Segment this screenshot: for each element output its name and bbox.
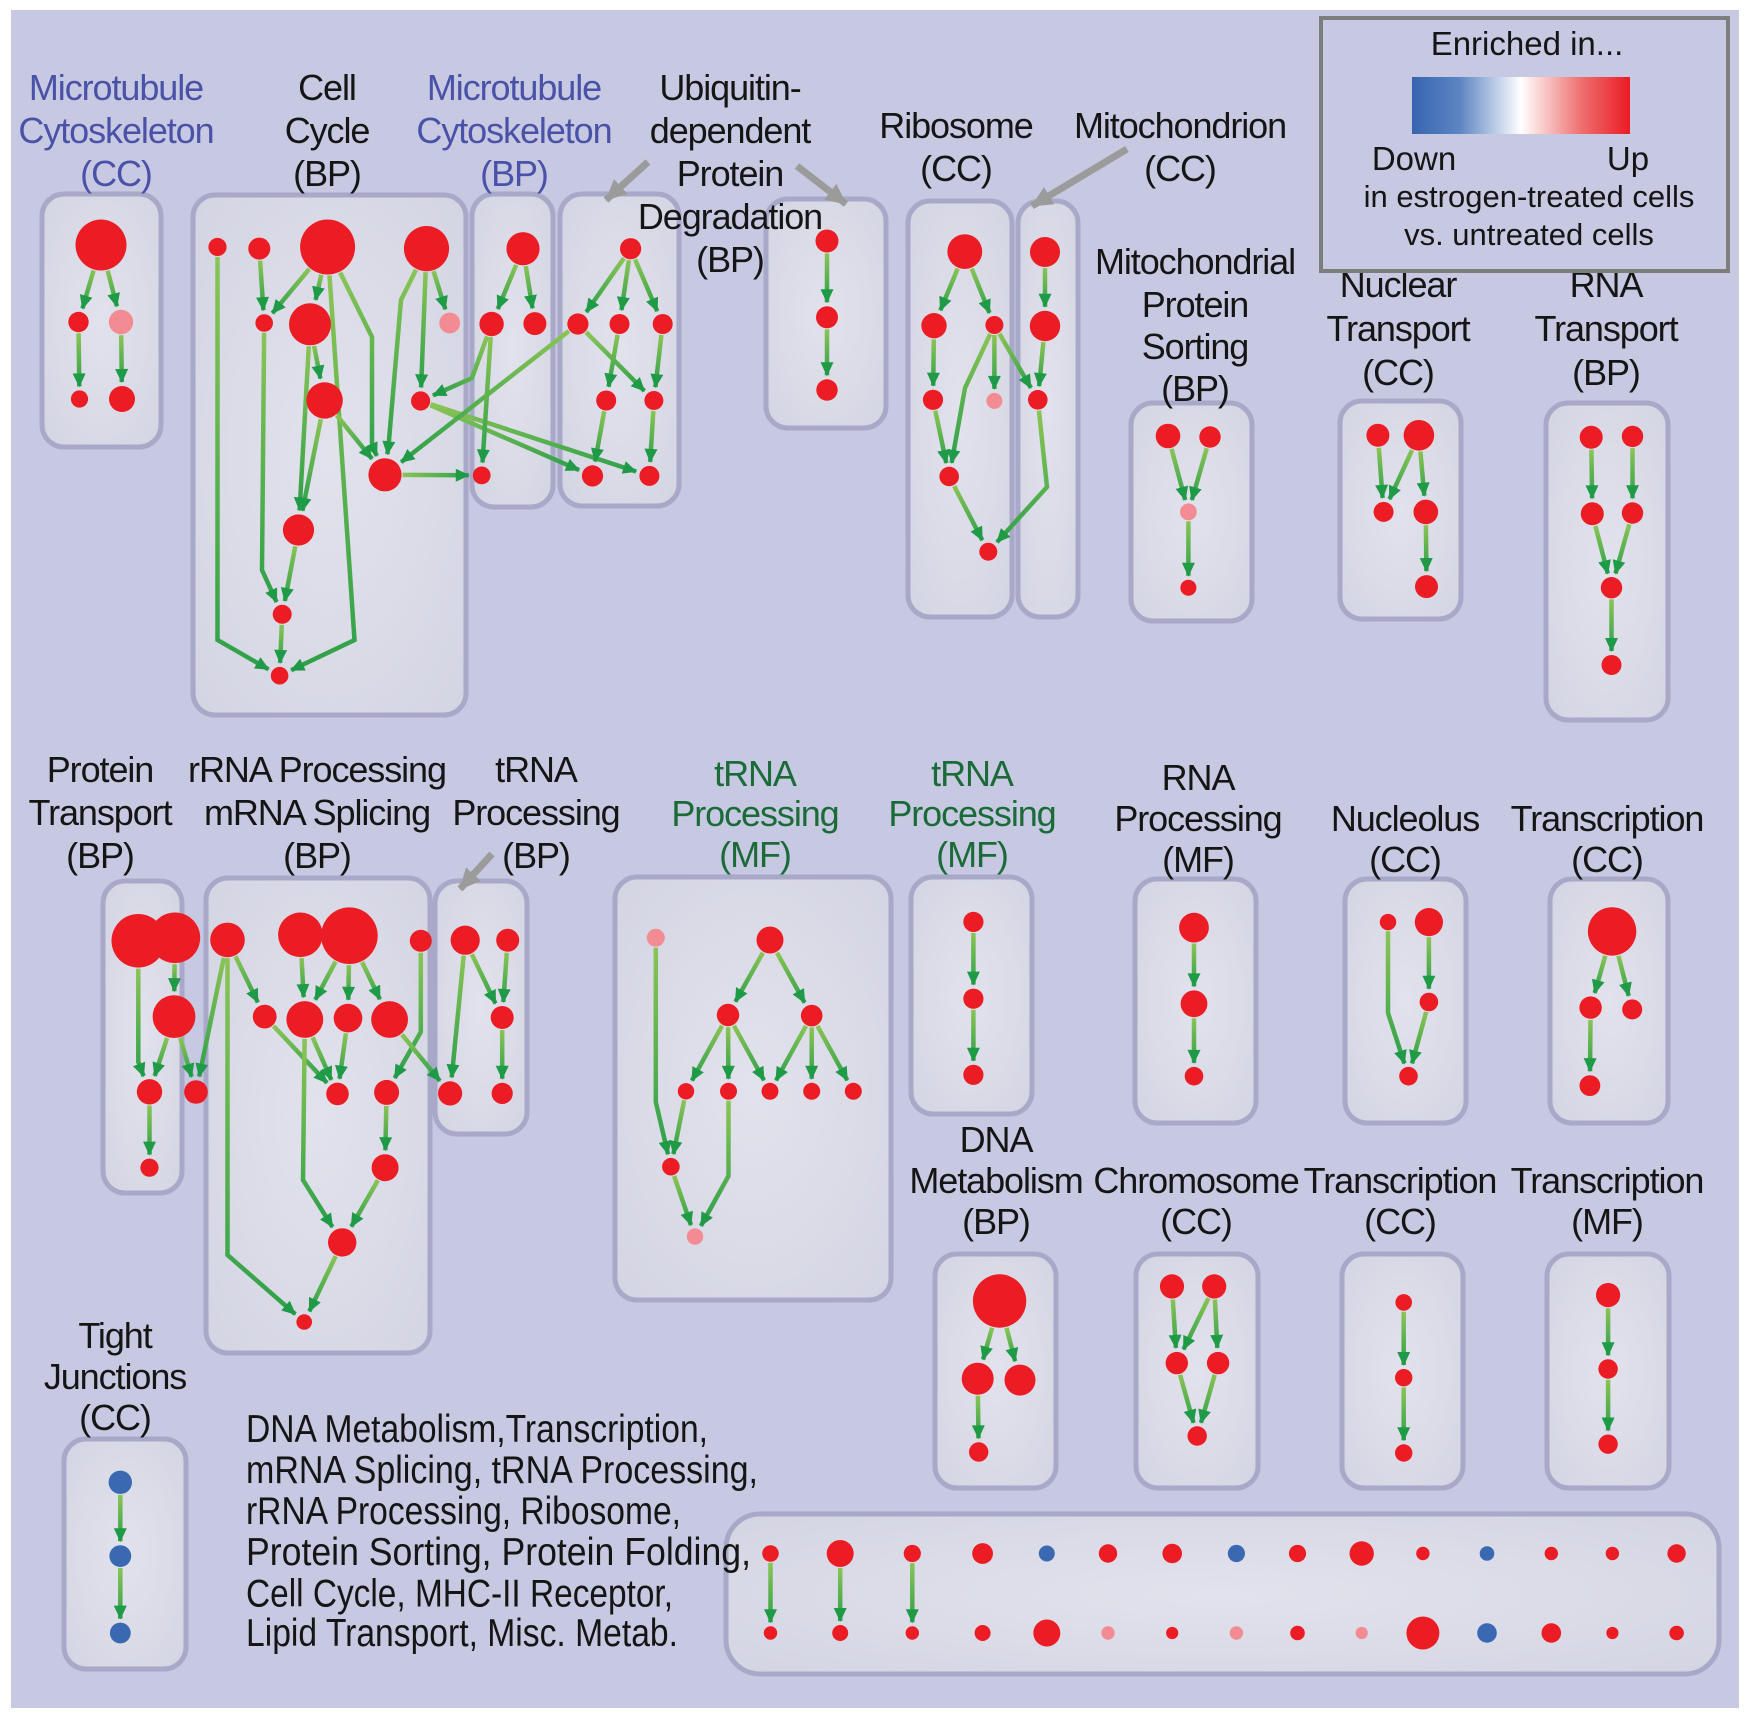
- svg-text:mRNA Splicing: mRNA Splicing: [204, 792, 430, 833]
- svg-text:(MF): (MF): [719, 834, 791, 875]
- svg-text:DNA: DNA: [960, 1119, 1034, 1160]
- svg-text:Up: Up: [1607, 140, 1649, 177]
- svg-text:vs. untreated cells: vs. untreated cells: [1404, 217, 1654, 252]
- svg-text:Transcription: Transcription: [1511, 798, 1704, 839]
- svg-text:Enriched in...: Enriched in...: [1431, 25, 1624, 62]
- svg-text:(BP): (BP): [1572, 352, 1640, 393]
- svg-text:tRNA: tRNA: [714, 753, 797, 794]
- svg-text:Ribosome: Ribosome: [879, 105, 1032, 146]
- svg-text:mRNA Splicing, tRNA Processing: mRNA Splicing, tRNA Processing,: [246, 1449, 758, 1492]
- svg-text:Transport: Transport: [1535, 308, 1679, 349]
- svg-text:(BP): (BP): [696, 239, 764, 280]
- svg-text:Ubiquitin-: Ubiquitin-: [659, 67, 800, 108]
- svg-text:Microtubule: Microtubule: [427, 67, 601, 108]
- svg-text:Mitochondrial: Mitochondrial: [1095, 241, 1295, 282]
- svg-text:(BP): (BP): [1161, 368, 1229, 409]
- svg-text:(MF): (MF): [1571, 1201, 1643, 1242]
- svg-text:Cytoskeleton: Cytoskeleton: [18, 110, 213, 151]
- svg-text:(CC): (CC): [1362, 352, 1434, 393]
- svg-text:Transport: Transport: [1327, 308, 1471, 349]
- svg-text:Processing: Processing: [1114, 798, 1281, 839]
- svg-text:(BP): (BP): [66, 835, 134, 876]
- svg-text:Protein: Protein: [47, 749, 154, 790]
- svg-text:(CC): (CC): [1571, 839, 1643, 880]
- svg-text:Transport: Transport: [29, 792, 173, 833]
- svg-text:(CC): (CC): [1369, 839, 1441, 880]
- svg-text:(MF): (MF): [936, 834, 1008, 875]
- svg-text:Degradation: Degradation: [638, 196, 822, 237]
- svg-text:Protein: Protein: [677, 153, 784, 194]
- svg-text:tRNA: tRNA: [495, 749, 578, 790]
- svg-text:Processing: Processing: [888, 793, 1055, 834]
- svg-text:(CC): (CC): [1364, 1201, 1436, 1242]
- svg-text:(BP): (BP): [283, 835, 351, 876]
- svg-text:Processing: Processing: [671, 793, 838, 834]
- svg-text:Cell Cycle, MHC-II Receptor,: Cell Cycle, MHC-II Receptor,: [246, 1573, 673, 1616]
- svg-text:(CC): (CC): [1160, 1201, 1232, 1242]
- svg-text:DNA Metabolism,Transcription,: DNA Metabolism,Transcription,: [246, 1408, 708, 1451]
- svg-text:(CC): (CC): [79, 1397, 151, 1438]
- svg-text:Chromosome: Chromosome: [1093, 1160, 1298, 1201]
- svg-text:Protein: Protein: [1142, 284, 1249, 325]
- svg-text:tRNA: tRNA: [931, 753, 1014, 794]
- svg-text:Lipid Transport, Misc. Metab.: Lipid Transport, Misc. Metab.: [246, 1612, 678, 1655]
- svg-text:rRNA Processing, Ribosome,: rRNA Processing, Ribosome,: [246, 1490, 681, 1533]
- svg-text:Cycle: Cycle: [285, 110, 370, 151]
- svg-text:Sorting: Sorting: [1142, 326, 1249, 367]
- svg-text:Processing: Processing: [452, 792, 619, 833]
- svg-text:Cell: Cell: [298, 67, 356, 108]
- svg-text:Cytoskeleton: Cytoskeleton: [416, 110, 611, 151]
- svg-text:Transcription: Transcription: [1304, 1160, 1497, 1201]
- svg-text:Tight: Tight: [78, 1315, 152, 1356]
- svg-text:Transcription: Transcription: [1511, 1160, 1704, 1201]
- svg-text:(CC): (CC): [1144, 148, 1216, 189]
- svg-text:(BP): (BP): [502, 835, 570, 876]
- svg-text:(BP): (BP): [480, 153, 548, 194]
- svg-text:RNA: RNA: [1162, 757, 1236, 798]
- svg-text:Nucleolus: Nucleolus: [1331, 798, 1479, 839]
- svg-text:Mitochondrion: Mitochondrion: [1074, 105, 1286, 146]
- svg-text:Down: Down: [1372, 140, 1456, 177]
- svg-text:(BP): (BP): [962, 1201, 1030, 1242]
- svg-text:dependent: dependent: [650, 110, 812, 151]
- svg-text:rRNA Processing: rRNA Processing: [188, 749, 446, 790]
- svg-text:(CC): (CC): [80, 153, 152, 194]
- svg-text:(CC): (CC): [920, 148, 992, 189]
- svg-text:Junctions: Junctions: [44, 1356, 186, 1397]
- svg-text:(MF): (MF): [1162, 839, 1234, 880]
- svg-text:Microtubule: Microtubule: [29, 67, 203, 108]
- svg-text:Metabolism: Metabolism: [909, 1160, 1082, 1201]
- svg-text:in estrogen-treated cells: in estrogen-treated cells: [1364, 179, 1695, 214]
- svg-text:(BP): (BP): [293, 153, 361, 194]
- svg-text:Protein Sorting, Protein Foldi: Protein Sorting, Protein Folding,: [246, 1531, 751, 1574]
